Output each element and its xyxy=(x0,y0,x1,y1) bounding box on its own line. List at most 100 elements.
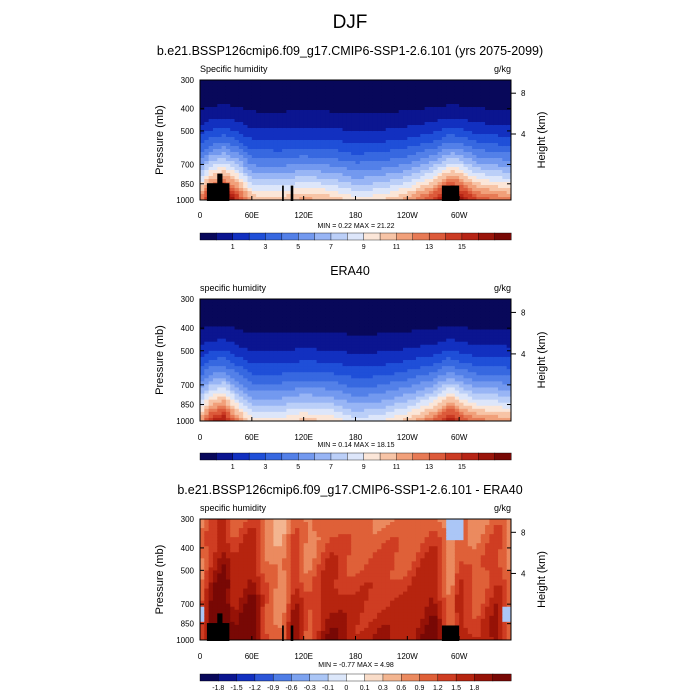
contour-cell xyxy=(200,164,205,168)
contour-cell xyxy=(303,143,309,147)
contour-cell xyxy=(381,369,387,373)
contour-cell xyxy=(506,149,511,153)
contour-cell xyxy=(407,152,413,156)
contour-cell xyxy=(372,323,378,328)
contour-cell xyxy=(208,98,214,102)
contour-cell xyxy=(307,323,313,328)
contour-cell xyxy=(320,95,326,99)
contour-cell xyxy=(264,167,270,171)
contour-cell xyxy=(234,408,240,413)
contour-cell xyxy=(459,113,465,117)
contour-cell xyxy=(238,137,244,141)
contour-cell xyxy=(204,405,210,410)
contour-cell xyxy=(351,408,357,413)
contour-cell xyxy=(299,375,305,379)
contour-cell xyxy=(372,161,378,165)
contour-cell xyxy=(200,188,205,192)
contour-cell xyxy=(320,299,326,303)
contour-cell xyxy=(273,131,279,135)
contour-cell xyxy=(251,387,257,392)
contour-cell xyxy=(217,375,223,379)
contour-cell xyxy=(385,80,391,84)
contour-cell xyxy=(390,341,395,346)
terrain-mask xyxy=(282,185,284,201)
contour-cell xyxy=(320,393,326,398)
contour-cell xyxy=(489,86,495,90)
contour-cell xyxy=(256,305,262,309)
contour-cell xyxy=(277,360,283,364)
contour-cell xyxy=(282,152,287,156)
contour-cell xyxy=(424,119,430,123)
contour-cell xyxy=(225,366,231,370)
contour-cell xyxy=(269,360,275,364)
contour-cell xyxy=(221,98,227,102)
contour-cell xyxy=(493,191,499,195)
contour-cell xyxy=(394,122,400,126)
colorbar-swatch xyxy=(347,232,365,241)
contour-cell xyxy=(316,320,322,324)
contour-cell xyxy=(312,185,318,189)
contour-cell xyxy=(251,299,257,303)
contour-cell xyxy=(394,372,400,376)
contour-cell xyxy=(307,128,313,132)
contour-cell xyxy=(299,149,305,153)
contour-cell xyxy=(243,393,249,398)
contour-cell xyxy=(238,80,244,84)
contour-cell xyxy=(312,155,318,159)
contour-cell xyxy=(381,191,387,195)
contour-cell xyxy=(506,161,511,165)
contour-cell xyxy=(316,366,322,370)
contour-cell xyxy=(394,350,400,355)
contour-cell xyxy=(498,152,503,156)
contour-cell xyxy=(411,179,417,183)
contour-cell xyxy=(286,104,292,108)
contour-cell xyxy=(217,158,223,162)
contour-cell xyxy=(273,378,279,382)
contour-cell xyxy=(307,329,313,334)
contour-cell xyxy=(204,326,210,331)
contour-cell xyxy=(299,314,305,318)
contour-cell xyxy=(277,125,283,129)
contour-cell xyxy=(230,302,236,306)
contour-cell xyxy=(299,146,305,150)
contour-cell xyxy=(273,170,279,174)
contour-cell xyxy=(355,302,361,306)
contour-cell xyxy=(415,387,421,392)
contour-cell xyxy=(372,417,378,421)
contour-cell xyxy=(381,375,387,379)
contour-cell xyxy=(251,95,257,99)
contour-cell xyxy=(394,390,400,395)
contour-cell xyxy=(364,378,370,382)
contour-cell xyxy=(342,360,348,364)
contour-cell xyxy=(359,411,365,416)
contour-cell xyxy=(368,101,374,105)
contour-cell xyxy=(256,128,262,132)
contour-cell xyxy=(264,332,270,337)
contour-cell xyxy=(316,131,322,135)
contour-cell xyxy=(238,329,244,334)
right-tick-label: 8 xyxy=(521,89,526,98)
contour-cell xyxy=(355,417,361,421)
contour-cell xyxy=(307,372,313,376)
contour-cell xyxy=(338,113,344,117)
contour-cell xyxy=(200,314,205,318)
contour-cell xyxy=(286,341,292,346)
contour-cell xyxy=(299,338,305,343)
contour-cell xyxy=(428,140,434,144)
contour-cell xyxy=(303,125,309,129)
contour-cell xyxy=(225,305,231,309)
contour-cell xyxy=(385,158,391,162)
contour-cell xyxy=(204,122,210,126)
contour-cell xyxy=(359,405,365,410)
contour-cell xyxy=(498,89,503,93)
contour-cell xyxy=(428,188,434,192)
contour-cell xyxy=(208,155,214,159)
contour-cell xyxy=(243,149,249,153)
contour-cell xyxy=(329,104,335,108)
contour-cell xyxy=(256,116,262,120)
contour-cell xyxy=(333,387,339,392)
contour-cell xyxy=(260,381,266,385)
contour-cell xyxy=(385,191,391,195)
contour-cell xyxy=(307,320,313,324)
contour-cell xyxy=(346,134,352,138)
